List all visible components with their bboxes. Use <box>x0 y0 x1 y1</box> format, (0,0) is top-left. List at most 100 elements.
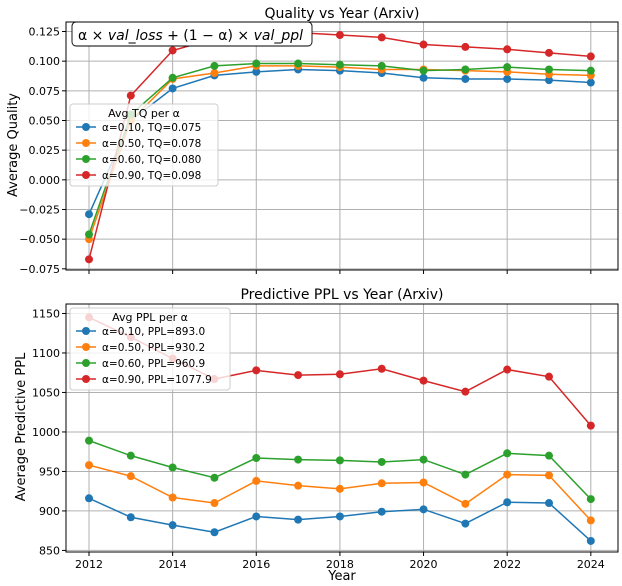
quality-series-point-2 <box>210 61 219 70</box>
ppl-y-tick-label: 1150 <box>32 307 60 320</box>
quality-chart-frame <box>65 21 619 271</box>
ppl-series-point-1 <box>461 499 470 508</box>
quality-series-point-3 <box>85 255 93 264</box>
ppl-series-point-3 <box>461 387 470 396</box>
quality-series-point-2 <box>503 63 512 72</box>
ppl-series-point-2 <box>168 463 177 472</box>
ppl-series-point-0 <box>294 515 303 524</box>
quality-legend-marker-1 <box>82 139 90 147</box>
ppl-legend-title: Avg PPL per α <box>112 311 188 324</box>
ppl-series-point-3 <box>252 366 261 375</box>
quality-series-point-3 <box>461 42 470 51</box>
quality-series-point-2 <box>168 73 177 82</box>
ppl-series-point-0 <box>586 536 595 545</box>
ppl-y-tick-label: 1000 <box>32 426 60 439</box>
ppl-series-point-1 <box>210 499 219 508</box>
ppl-y-tick-label: 1100 <box>32 347 60 360</box>
quality-series-point-2 <box>461 65 470 74</box>
quality-series-point-2 <box>85 230 93 239</box>
quality-series-point-2 <box>419 66 428 75</box>
quality-series-point-2 <box>545 65 553 74</box>
ppl-series-point-0 <box>168 521 177 530</box>
ppl-series-point-1 <box>168 493 177 502</box>
quality-series-point-3 <box>377 33 386 42</box>
formula-part-val-loss: val_loss <box>108 28 163 44</box>
ppl-chart-y-axis-label: Average Predictive PPL <box>14 352 29 501</box>
quality-series-point-0 <box>419 73 428 82</box>
quality-series-point-0 <box>586 78 595 87</box>
ppl-legend-label-3: α=0.90, PPL=1077.9 <box>102 374 212 386</box>
ppl-series-point-3 <box>294 371 303 380</box>
quality-legend-marker-0 <box>82 123 90 131</box>
ppl-y-tick-label: 850 <box>39 544 60 557</box>
quality-legend-label-1: α=0.50, TQ=0.078 <box>102 138 201 150</box>
ppl-series-point-1 <box>294 481 303 490</box>
ppl-x-tick-label: 2020 <box>410 558 438 571</box>
quality-series-point-0 <box>252 67 261 76</box>
ppl-series-point-2 <box>294 455 303 464</box>
ppl-legend-marker-2 <box>82 359 90 367</box>
quality-series-point-3 <box>126 91 135 100</box>
ppl-series-point-3 <box>586 421 595 430</box>
quality-y-tick-label: −0.025 <box>19 203 60 216</box>
ppl-legend-marker-3 <box>82 375 90 383</box>
quality-chart-y-axis-label: Average Quality <box>6 93 21 197</box>
ppl-series-point-0 <box>252 512 261 521</box>
quality-series-point-0 <box>85 210 93 219</box>
ppl-legend-marker-1 <box>82 343 90 351</box>
ppl-x-tick-label: 2014 <box>159 558 187 571</box>
quality-legend-marker-3 <box>82 171 90 179</box>
quality-y-tick-label: 0.025 <box>29 144 61 157</box>
ppl-series-point-1 <box>252 476 261 485</box>
ppl-series-point-2 <box>252 454 261 463</box>
quality-series-point-3 <box>419 40 428 49</box>
ppl-legend-marker-0 <box>82 327 90 335</box>
ppl-chart-ticks: 2012 2014 2016 2018 2020 2022 2024 850 900 950 100… <box>32 307 605 571</box>
ppl-series-point-3 <box>545 372 553 381</box>
quality-series-point-1 <box>210 69 219 78</box>
ppl-series-point-1 <box>85 461 93 470</box>
quality-series-point-3 <box>503 45 512 54</box>
ppl-series-point-1 <box>126 472 135 481</box>
ppl-series-point-1 <box>377 479 386 488</box>
ppl-series-point-0 <box>377 507 386 516</box>
quality-series-point-2 <box>252 59 261 68</box>
formula-part-middle: + (1 − α) × <box>163 28 254 44</box>
quality-legend-title: Avg TQ per α <box>108 107 180 120</box>
quality-legend-label-3: α=0.90, TQ=0.098 <box>102 170 201 182</box>
ppl-chart-title: Predictive PPL vs Year (Arxiv) <box>240 287 443 303</box>
quality-legend-marker-2 <box>82 155 90 163</box>
quality-series-point-2 <box>294 59 303 68</box>
quality-legend-label-2: α=0.60, TQ=0.080 <box>102 154 201 166</box>
ppl-series-point-3 <box>377 364 386 373</box>
quality-y-tick-label: 0.100 <box>29 55 61 68</box>
ppl-y-tick-label: 950 <box>39 465 60 478</box>
ppl-series-point-2 <box>210 473 219 482</box>
formula-part-val-ppl: val_ppl <box>254 28 304 44</box>
quality-chart: Quality vs Year (Arxiv) Average Quality … <box>6 6 619 276</box>
ppl-series-point-1 <box>419 478 428 487</box>
ppl-series-point-3 <box>503 365 512 374</box>
ppl-series-point-3 <box>419 376 428 385</box>
ppl-series-point-3 <box>335 370 344 379</box>
quality-series-point-2 <box>586 66 595 75</box>
formula-part-alpha-times: α × <box>78 28 108 44</box>
ppl-series-point-2 <box>126 451 135 460</box>
ppl-series-point-2 <box>85 436 93 445</box>
ppl-series-point-0 <box>503 498 512 507</box>
quality-series-point-3 <box>168 46 177 55</box>
ppl-x-tick-label: 2022 <box>493 558 521 571</box>
ppl-series-point-1 <box>335 484 344 493</box>
ppl-y-tick-label: 900 <box>39 505 60 518</box>
ppl-chart-frame <box>65 303 619 553</box>
quality-series-point-3 <box>335 31 344 40</box>
ppl-chart-x-axis-label: Year <box>327 569 356 584</box>
ppl-x-tick-label: 2024 <box>577 558 605 571</box>
quality-series-point-0 <box>545 76 553 85</box>
ppl-x-tick-label: 2018 <box>326 558 354 571</box>
ppl-series-point-2 <box>545 451 553 460</box>
quality-legend-box <box>69 103 219 187</box>
ppl-chart-legend: Avg PPL per α α=0.10, PPL=893.0 α=0.50, PP… <box>69 307 231 391</box>
ppl-series-point-0 <box>210 528 219 537</box>
quality-series-point-0 <box>503 74 512 83</box>
